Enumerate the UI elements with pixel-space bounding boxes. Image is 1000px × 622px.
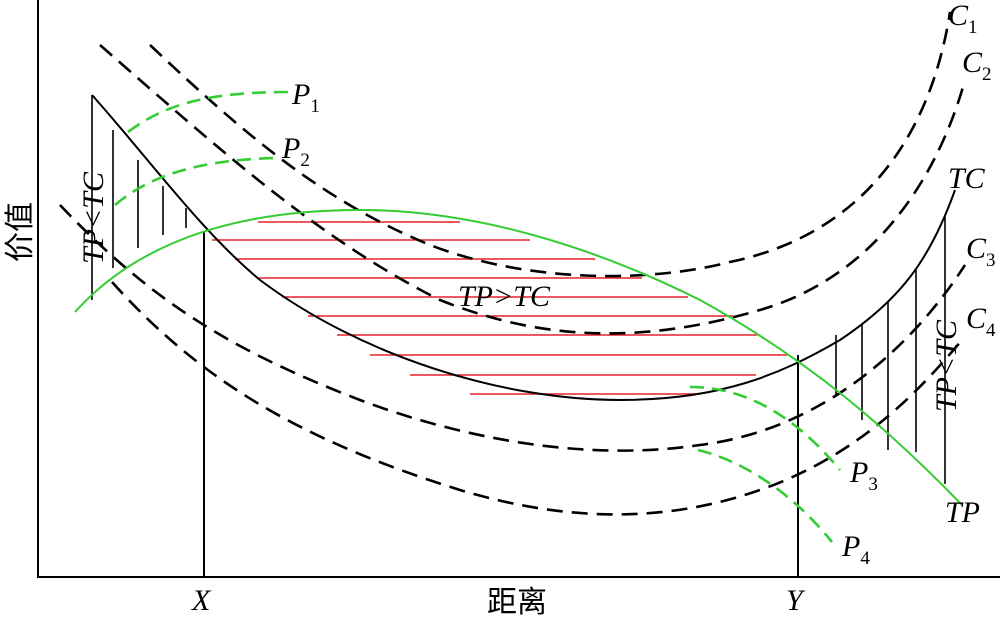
- label-c1: C1: [948, 0, 978, 38]
- label-profit-region: TP>TC: [458, 280, 551, 313]
- label-c4: C4: [966, 302, 996, 341]
- label-p3: P3: [849, 456, 878, 495]
- curve-c3: [59, 204, 967, 452]
- curve-p2: [114, 156, 276, 206]
- label-loss-right: TP<TC: [930, 319, 963, 412]
- y-mark-label: Y: [786, 584, 806, 617]
- label-tp: TP: [945, 496, 980, 529]
- curve-c2: [99, 44, 967, 335]
- loss-hatching-right: [835, 215, 946, 484]
- y-axis-label: 价值: [3, 202, 38, 262]
- curve-c1: [149, 11, 952, 278]
- label-p1: P1: [291, 78, 320, 117]
- label-loss-left: TP<TC: [77, 171, 110, 264]
- curve-p4: [697, 448, 834, 543]
- label-p4: P4: [841, 530, 870, 569]
- x-mark-label: X: [191, 584, 212, 617]
- label-tc: TC: [948, 162, 986, 195]
- curve-p3: [689, 385, 841, 471]
- curve-tc: [91, 94, 956, 402]
- curve-tp: [74, 208, 963, 506]
- label-c2: C2: [962, 46, 992, 85]
- label-p2: P2: [281, 132, 310, 171]
- profit-hatching: [212, 221, 787, 395]
- label-c3: C3: [966, 232, 996, 271]
- curve-c4: [111, 281, 963, 516]
- curve-p1: [127, 90, 291, 134]
- x-axis-label: 距离: [487, 585, 547, 620]
- loss-hatching-left: [91, 95, 187, 300]
